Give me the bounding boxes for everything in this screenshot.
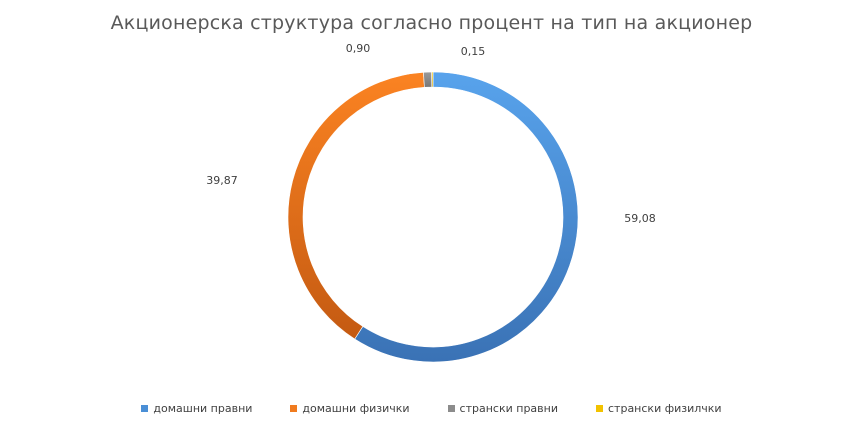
legend: домашни правни домашни физички странски … <box>0 402 863 415</box>
legend-swatch <box>141 405 149 412</box>
data-label: 59,08 <box>624 212 656 225</box>
legend-swatch <box>447 405 455 412</box>
slice-domestic-individual <box>287 71 425 340</box>
legend-item-foreign-legal: странски правни <box>447 402 558 415</box>
legend-item-domestic-legal: домашни правни <box>141 402 252 415</box>
legend-item-domestic-individual: домашни физички <box>290 402 410 415</box>
slice-foreign-legal <box>423 71 433 88</box>
legend-label: странски физилчки <box>608 402 722 415</box>
donut-chart: 59,08 39,87 0,90 0,15 <box>206 42 656 363</box>
data-label: 39,87 <box>206 174 238 187</box>
legend-label: домашни правни <box>153 402 253 415</box>
legend-label: домашни физички <box>302 402 410 415</box>
legend-swatch <box>596 405 603 412</box>
data-label: 0,90 <box>346 42 371 55</box>
slice-domestic-legal <box>354 71 579 363</box>
data-label: 0,15 <box>461 45 486 58</box>
legend-item-foreign-individual: странски физилчки <box>596 402 722 415</box>
chart-title: Акционерска структура согласно процент н… <box>110 12 753 34</box>
slice-foreign-individual <box>431 71 434 88</box>
legend-swatch <box>290 405 298 412</box>
legend-label: странски правни <box>459 402 558 415</box>
